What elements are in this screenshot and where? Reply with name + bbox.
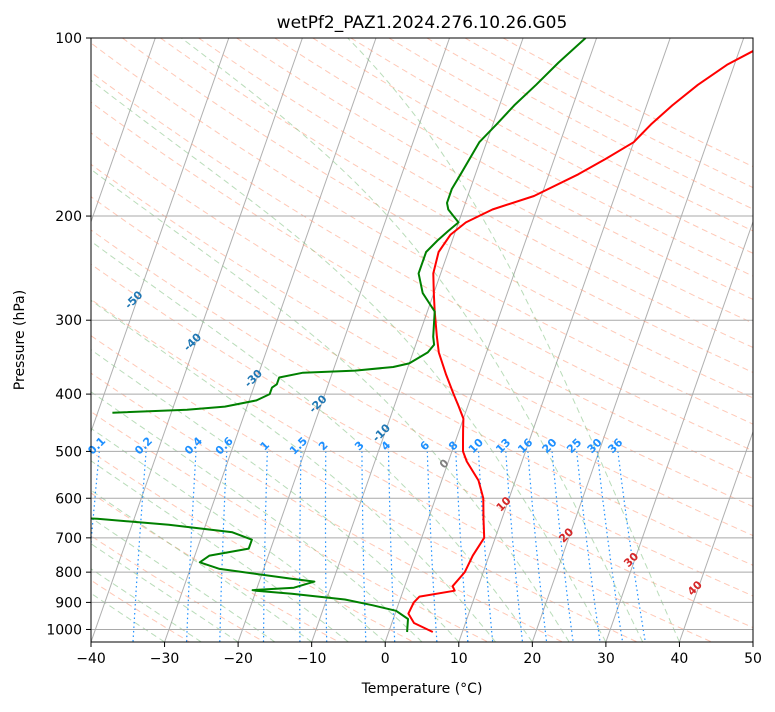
y-tick-label: 200	[55, 209, 82, 225]
y-tick-label: 100	[55, 31, 82, 47]
pressure-grid	[91, 38, 753, 629]
dry-adiabat-line	[0, 38, 775, 642]
x-tick-label: 20	[523, 651, 541, 667]
profile-lines	[25, 38, 775, 632]
x-tick-label: 10	[450, 651, 468, 667]
mixing-ratio-line	[264, 451, 268, 642]
mixing-ratio-label: 30	[585, 436, 605, 456]
y-tick-label: 800	[55, 565, 82, 581]
isotherm-label: 40	[685, 578, 705, 598]
x-tick-label: 30	[597, 651, 615, 667]
profile-series-0	[408, 38, 775, 632]
mixing-ratio-line	[326, 451, 327, 642]
x-tick-label: −30	[150, 651, 180, 667]
mixing-ratio-line	[456, 451, 468, 642]
moist-adiabat-line	[0, 222, 165, 642]
dry-adiabat-label: -20	[306, 392, 329, 415]
background-lines	[0, 38, 775, 642]
y-tick-label: 600	[55, 491, 82, 507]
dry-adiabat-line	[389, 38, 775, 642]
mixing-ratio-line	[479, 451, 493, 642]
x-tick-label: −20	[223, 651, 253, 667]
isotherm-line	[679, 38, 775, 642]
y-tick-label: 300	[55, 313, 82, 329]
dry-adiabat-label: -30	[242, 367, 265, 390]
x-tick-label: −40	[76, 651, 106, 667]
y-tick-label: 400	[55, 387, 82, 403]
mixing-ratio-line	[528, 451, 547, 642]
x-tick-label: 50	[744, 651, 762, 667]
moist-adiabat-line	[0, 203, 201, 642]
dry-adiabat-line	[503, 38, 775, 642]
x-axis-label: Temperature (°C)	[361, 681, 483, 697]
dry-adiabat-line	[0, 38, 563, 642]
x-tick-label: 40	[671, 651, 689, 667]
dry-adiabat-line	[122, 38, 775, 642]
dry-adiabat-line	[0, 38, 775, 642]
dry-adiabat-line	[0, 38, 414, 642]
dry-adiabat-line	[275, 38, 775, 642]
dry-adiabat-line	[0, 38, 712, 642]
mixing-ratio-label: 13	[493, 436, 513, 456]
isotherm-label: 10	[494, 494, 514, 514]
mixing-ratio-label: 0.6	[213, 434, 236, 457]
mixing-ratio-label: 1.5	[287, 434, 310, 457]
mixing-ratio-label: 10	[466, 436, 486, 456]
dry-adiabat-line	[313, 38, 775, 642]
dry-adiabat-line	[0, 38, 190, 642]
y-axis-label: Pressure (hPa)	[12, 290, 28, 390]
chart-title: wetPf2_PAZ1.2024.276.10.26.G05	[277, 13, 568, 33]
dry-adiabat-line	[427, 38, 775, 642]
mixing-ratio-label: 0.1	[85, 434, 108, 457]
axes: −40 −30 −20 −10 0 10 20 30 40 50 100 200 300 400 500 60…	[46, 31, 762, 667]
x-tick-label: 0	[381, 651, 390, 667]
dry-adiabat-label: -40	[181, 330, 204, 353]
dry-adiabat-line	[465, 38, 775, 642]
dry-adiabat-label: -50	[122, 288, 145, 311]
isotherm-line	[0, 38, 8, 642]
mixing-ratio-line	[597, 451, 622, 642]
x-tick-label: −10	[297, 651, 327, 667]
mixing-ratio-label: 0.4	[182, 434, 205, 457]
mixing-ratio-label: 16	[515, 436, 535, 456]
dry-adiabat-line	[160, 38, 775, 642]
mixing-ratio-label: 20	[540, 436, 560, 456]
mixing-ratio-line	[362, 451, 366, 642]
mixing-ratio-label: 0.2	[132, 434, 155, 457]
y-tick-label: 500	[55, 444, 82, 460]
dry-adiabat-line	[0, 38, 775, 642]
mixing-ratio-line	[133, 451, 146, 642]
moist-adiabat-line	[0, 38, 569, 642]
isotherm-line	[753, 38, 775, 642]
isotherm-label: 30	[621, 550, 641, 570]
y-tick-label: 700	[55, 531, 82, 547]
mixing-ratio-line	[577, 451, 600, 642]
mixing-ratio-line	[300, 451, 301, 642]
y-tick-label: 900	[55, 595, 82, 611]
y-tick-label: 1000	[46, 622, 82, 638]
dry-adiabat-line	[0, 38, 775, 642]
mixing-ratio-label: 25	[564, 436, 584, 456]
dry-adiabat-line	[199, 38, 775, 642]
profile-series-2	[112, 38, 585, 413]
moist-adiabat-line	[0, 142, 312, 642]
dry-adiabat-line	[0, 38, 775, 642]
